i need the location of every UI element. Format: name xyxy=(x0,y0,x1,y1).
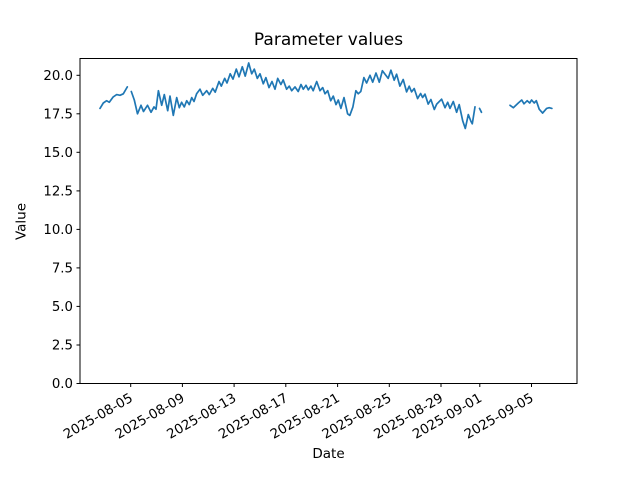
chart-title: Parameter values xyxy=(253,30,404,50)
axes-frame xyxy=(79,58,578,384)
y-tick-label: 17.5 xyxy=(43,107,73,122)
y-tick-label: 20.0 xyxy=(43,69,73,84)
series-line-segment xyxy=(478,107,483,114)
y-tick-label: 5.0 xyxy=(52,300,73,315)
y-tick-label: 10.0 xyxy=(43,223,73,238)
y-tick-label: 0.0 xyxy=(52,377,73,392)
y-tick-label: 12.5 xyxy=(43,185,73,200)
y-axis-label: Value xyxy=(13,202,30,241)
series-line-segment xyxy=(99,86,129,110)
x-axis-label: Date xyxy=(312,446,345,462)
series-line-segment xyxy=(130,62,476,130)
y-tick-label: 2.5 xyxy=(52,339,73,354)
y-tick-label: 15.0 xyxy=(43,146,73,161)
series-line-segment xyxy=(509,99,553,114)
y-tick-label: 7.5 xyxy=(52,262,73,277)
